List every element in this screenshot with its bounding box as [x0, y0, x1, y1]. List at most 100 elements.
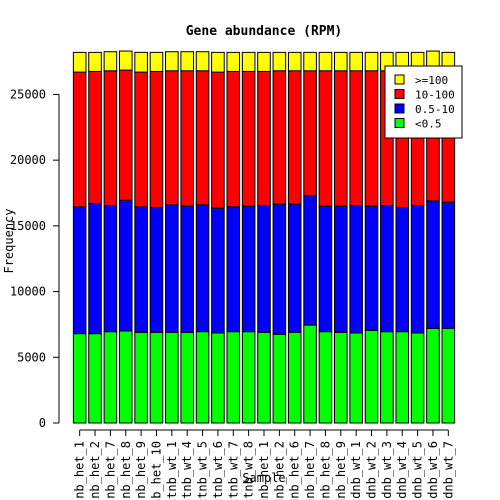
- legend-swatch: [394, 118, 405, 128]
- x-tick-label: ctnb_het_2: [88, 441, 102, 500]
- bar-ctnb_wt_4-series-2: [180, 70, 194, 207]
- bar-ctnb_wt_6-series-1: [211, 207, 225, 334]
- bar-dnb_het_9-series-0: [334, 331, 348, 424]
- x-tick-label: dnb_wt_4: [395, 441, 409, 499]
- bar-ctnb_wt_4-series-3: [180, 51, 194, 72]
- bar-dnb_wt_3-series-1: [380, 204, 394, 333]
- bar-ctnb_het_1-series-2: [72, 71, 87, 208]
- bar-ctnb_wt_6-series-0: [211, 332, 225, 424]
- x-tick-label: ctnb_het_9: [134, 441, 148, 500]
- bar-dnb_het_1-series-1: [257, 204, 271, 333]
- bar-ctnb_wt_6-series-2: [211, 71, 225, 209]
- bar-dnb_wt_1-series-2: [349, 70, 363, 206]
- legend-swatch: [394, 89, 405, 99]
- bar-dnb_het_8-series-2: [318, 70, 333, 207]
- bar-dnb_wt_4-series-1: [395, 206, 410, 333]
- legend: >=100 10-1000.5-10 <0.5: [384, 65, 463, 139]
- bar-area: [72, 50, 456, 424]
- x-tick-label: dnb_wt_1: [349, 441, 363, 499]
- x-axis-label: Sample: [242, 471, 285, 485]
- bar-ctnb_wt_5-series-2: [195, 70, 210, 206]
- bar-dnb_het_1-series-0: [257, 331, 271, 424]
- bar-dnb_het_1-series-2: [257, 70, 271, 206]
- bar-dnb_wt_6-series-0: [426, 327, 440, 424]
- bar-dnb_wt_5-series-1: [410, 204, 425, 334]
- x-tick-label: dnb_het_8: [318, 441, 332, 500]
- y-axis: 0 5000 10000 15000 20000 25000: [10, 87, 60, 430]
- x-tick-label: dnb_het_7: [303, 441, 317, 500]
- bar-dnb_wt_7-series-1: [441, 201, 456, 329]
- x-tick-label: ctnb_wt_4: [180, 441, 194, 500]
- bar-ctnb_het_7-series-0: [103, 331, 118, 424]
- bar-dnb_wt_3-series-0: [380, 331, 394, 424]
- bar-dnb_wt_2-series-3: [364, 51, 379, 72]
- bar-dnb_het_2-series-1: [272, 203, 287, 335]
- legend-label: 10-100: [415, 89, 455, 102]
- bar-ctnb_wt_7-series-3: [226, 51, 241, 72]
- y-tick-label: 5000: [17, 350, 46, 364]
- bar-dnb_wt_4-series-0: [395, 331, 410, 424]
- bar-ctnb_het_7-series-2: [103, 70, 118, 206]
- x-tick-label: ctnb_het_1: [73, 441, 87, 500]
- bar-ctnb_het_8-series-1: [118, 199, 133, 332]
- x-tick-label: dnb_wt_3: [380, 441, 394, 499]
- bar-dnb_wt_5-series-0: [410, 332, 425, 424]
- y-tick-label: 15000: [10, 219, 46, 233]
- y-axis-label: Frequency: [2, 208, 16, 273]
- x-tick-label: dnb_wt_7: [441, 441, 455, 499]
- bar-dnb_het_6-series-1: [287, 203, 302, 333]
- y-tick-label: 25000: [10, 87, 46, 101]
- bar-ctnb_het_8-series-0: [118, 330, 133, 424]
- bar-ctnb_het_2-series-1: [88, 203, 102, 335]
- bar-ctnb_het_9-series-3: [134, 51, 148, 73]
- bar-ctnb_het_1-series-1: [72, 206, 87, 335]
- bar-ctnb_het_10-series-2: [149, 70, 164, 208]
- bar-dnb_het_9-series-2: [334, 70, 348, 207]
- bar-dnb_wt_6-series-1: [426, 200, 440, 329]
- x-axis: ctnb_het_1 ctnb_het_2 ctnb_het_7 ctnb_het_8…: [73, 429, 455, 500]
- bar-dnb_het_8-series-3: [318, 51, 333, 72]
- bar-ctnb_het_9-series-2: [134, 71, 148, 208]
- bar-dnb_het_6-series-2: [287, 70, 302, 205]
- bar-ctnb_wt_5-series-3: [195, 51, 210, 72]
- bar-ctnb_het_1-series-0: [72, 333, 87, 424]
- x-tick-label: ctnb_wt_1: [165, 441, 179, 500]
- x-tick-label: ctnb_wt_6: [211, 441, 225, 500]
- bar-ctnb_wt_4-series-1: [180, 205, 194, 333]
- bar-ctnb_wt_8-series-2: [241, 70, 256, 207]
- bar-dnb_het_6-series-3: [287, 51, 302, 72]
- bar-ctnb_het_2-series-2: [88, 70, 102, 205]
- bar-ctnb_het_7-series-3: [103, 51, 118, 72]
- x-tick-label: dnb_wt_5: [411, 441, 425, 499]
- bar-ctnb_wt_1-series-2: [165, 70, 179, 206]
- bar-ctnb_wt_7-series-2: [226, 70, 241, 208]
- legend-label: <0.5: [415, 118, 442, 131]
- bar-ctnb_wt_1-series-0: [165, 331, 179, 424]
- x-tick-label: dnb_wt_2: [365, 441, 379, 499]
- bar-dnb_het_2-series-0: [272, 333, 287, 424]
- bar-dnb_het_1-series-3: [257, 51, 271, 72]
- x-tick-label: ctnb_wt_7: [226, 441, 240, 500]
- bar-dnb_het_9-series-3: [334, 51, 348, 72]
- legend-swatch: [394, 103, 405, 114]
- bar-ctnb_wt_5-series-1: [195, 204, 210, 333]
- bar-ctnb_wt_8-series-1: [241, 205, 256, 333]
- legend-label: 0.5-10: [415, 103, 455, 116]
- bar-ctnb_het_2-series-0: [88, 333, 102, 424]
- bar-ctnb_het_10-series-0: [149, 331, 164, 424]
- bar-ctnb_het_9-series-1: [134, 206, 148, 333]
- bar-dnb_wt_2-series-0: [364, 329, 379, 424]
- bar-ctnb_het_7-series-1: [103, 204, 118, 333]
- legend-swatch: [394, 74, 405, 85]
- y-tick-label: 10000: [10, 285, 46, 299]
- bar-dnb_het_7-series-2: [303, 70, 317, 197]
- bar-dnb_wt_1-series-0: [349, 332, 363, 424]
- bar-dnb_het_7-series-1: [303, 195, 317, 326]
- x-tick-label: dnb_het_2: [272, 441, 286, 500]
- bar-dnb_het_2-series-3: [272, 51, 287, 72]
- x-tick-label: dnb_het_1: [257, 441, 271, 500]
- bar-dnb_het_8-series-0: [318, 331, 333, 424]
- y-tick-label: 20000: [10, 153, 46, 167]
- bar-ctnb_wt_4-series-0: [180, 331, 194, 424]
